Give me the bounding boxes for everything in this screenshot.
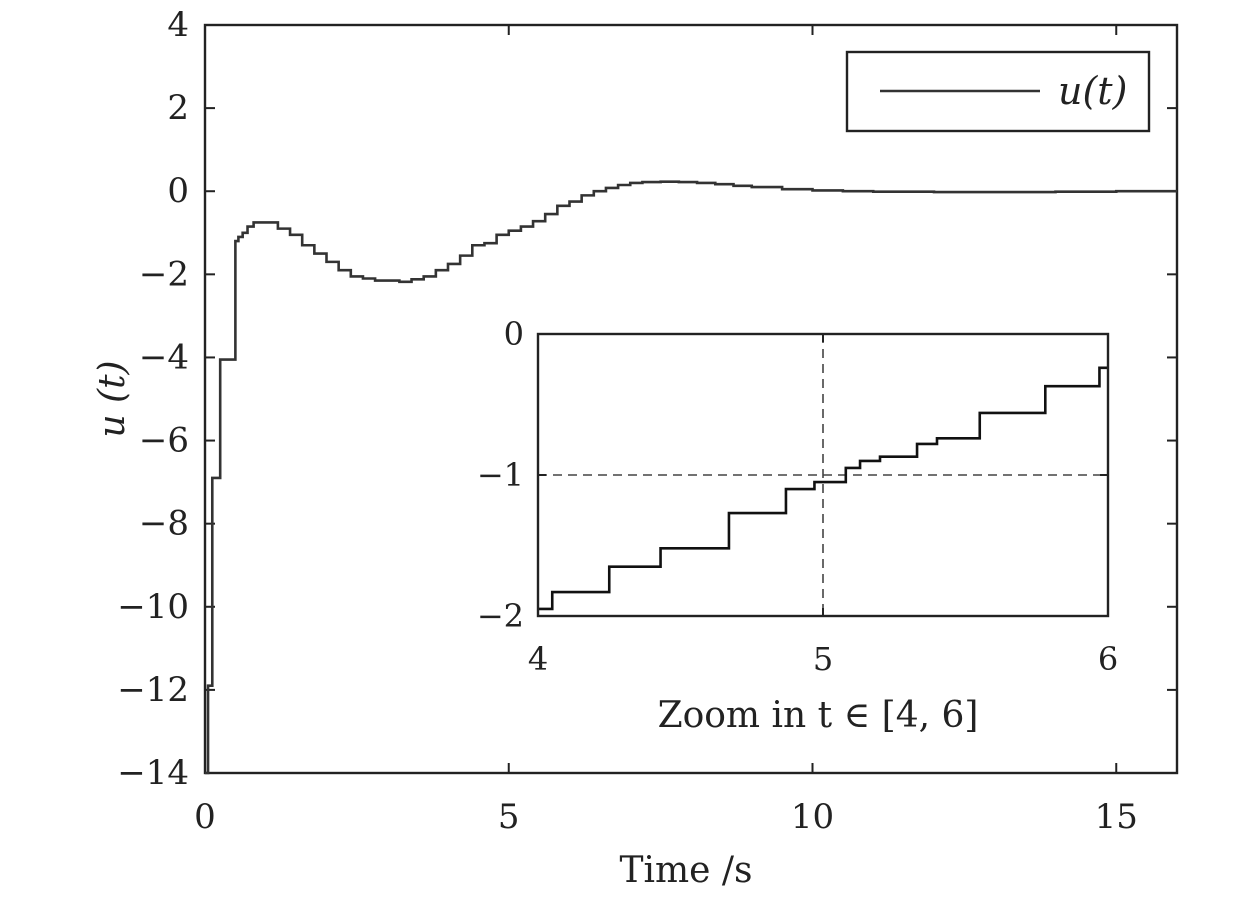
main-x-tick-label: 5 bbox=[498, 797, 520, 837]
inset-axes: 4 5 6 0 −1 −2 Zoom in t ∈ [4, 6] bbox=[477, 315, 1118, 736]
inset-x-axis-label: Zoom in t ∈ [4, 6] bbox=[658, 695, 979, 736]
main-ticks bbox=[204, 24, 1177, 774]
legend-entry-u-t: u(t) bbox=[1058, 69, 1127, 113]
inset-series-line bbox=[538, 366, 1108, 611]
x-axis-label: Time /s bbox=[619, 850, 752, 891]
main-y-tick-label: −14 bbox=[117, 753, 189, 793]
inset-y-tick-label: 0 bbox=[504, 315, 524, 353]
y-axis-label: u (t) bbox=[92, 360, 133, 437]
inset-x-tick-label: 6 bbox=[1098, 640, 1118, 678]
main-y-tick-label: 0 bbox=[167, 171, 189, 211]
main-x-tick-label: 15 bbox=[1095, 797, 1138, 837]
series-line-u-t bbox=[205, 180, 1177, 775]
main-y-tick-label: 4 bbox=[167, 5, 189, 45]
inset-x-tick-label: 5 bbox=[813, 640, 833, 678]
main-x-tick-label: 10 bbox=[791, 797, 834, 837]
inset-tick-labels: 4 5 6 0 −1 −2 bbox=[477, 315, 1118, 678]
legend: u(t) bbox=[845, 50, 1151, 133]
inset-y-tick-label: −2 bbox=[477, 597, 524, 635]
main-y-tick-label: −6 bbox=[139, 421, 189, 461]
main-y-tick-label: −12 bbox=[117, 670, 189, 710]
main-y-tick-label: −8 bbox=[139, 504, 189, 544]
main-plot-frame bbox=[203, 23, 1179, 775]
inset-ticks bbox=[537, 333, 1109, 617]
main-y-tick-label: −10 bbox=[117, 587, 189, 627]
main-y-tick-label: −4 bbox=[139, 337, 189, 377]
inset-x-tick-label: 4 bbox=[528, 640, 548, 678]
main-y-tick-label: 2 bbox=[167, 88, 189, 128]
inset-y-tick-label: −1 bbox=[477, 456, 524, 494]
main-x-tick-label: 0 bbox=[194, 797, 216, 837]
main-y-tick-label: −2 bbox=[139, 254, 189, 294]
